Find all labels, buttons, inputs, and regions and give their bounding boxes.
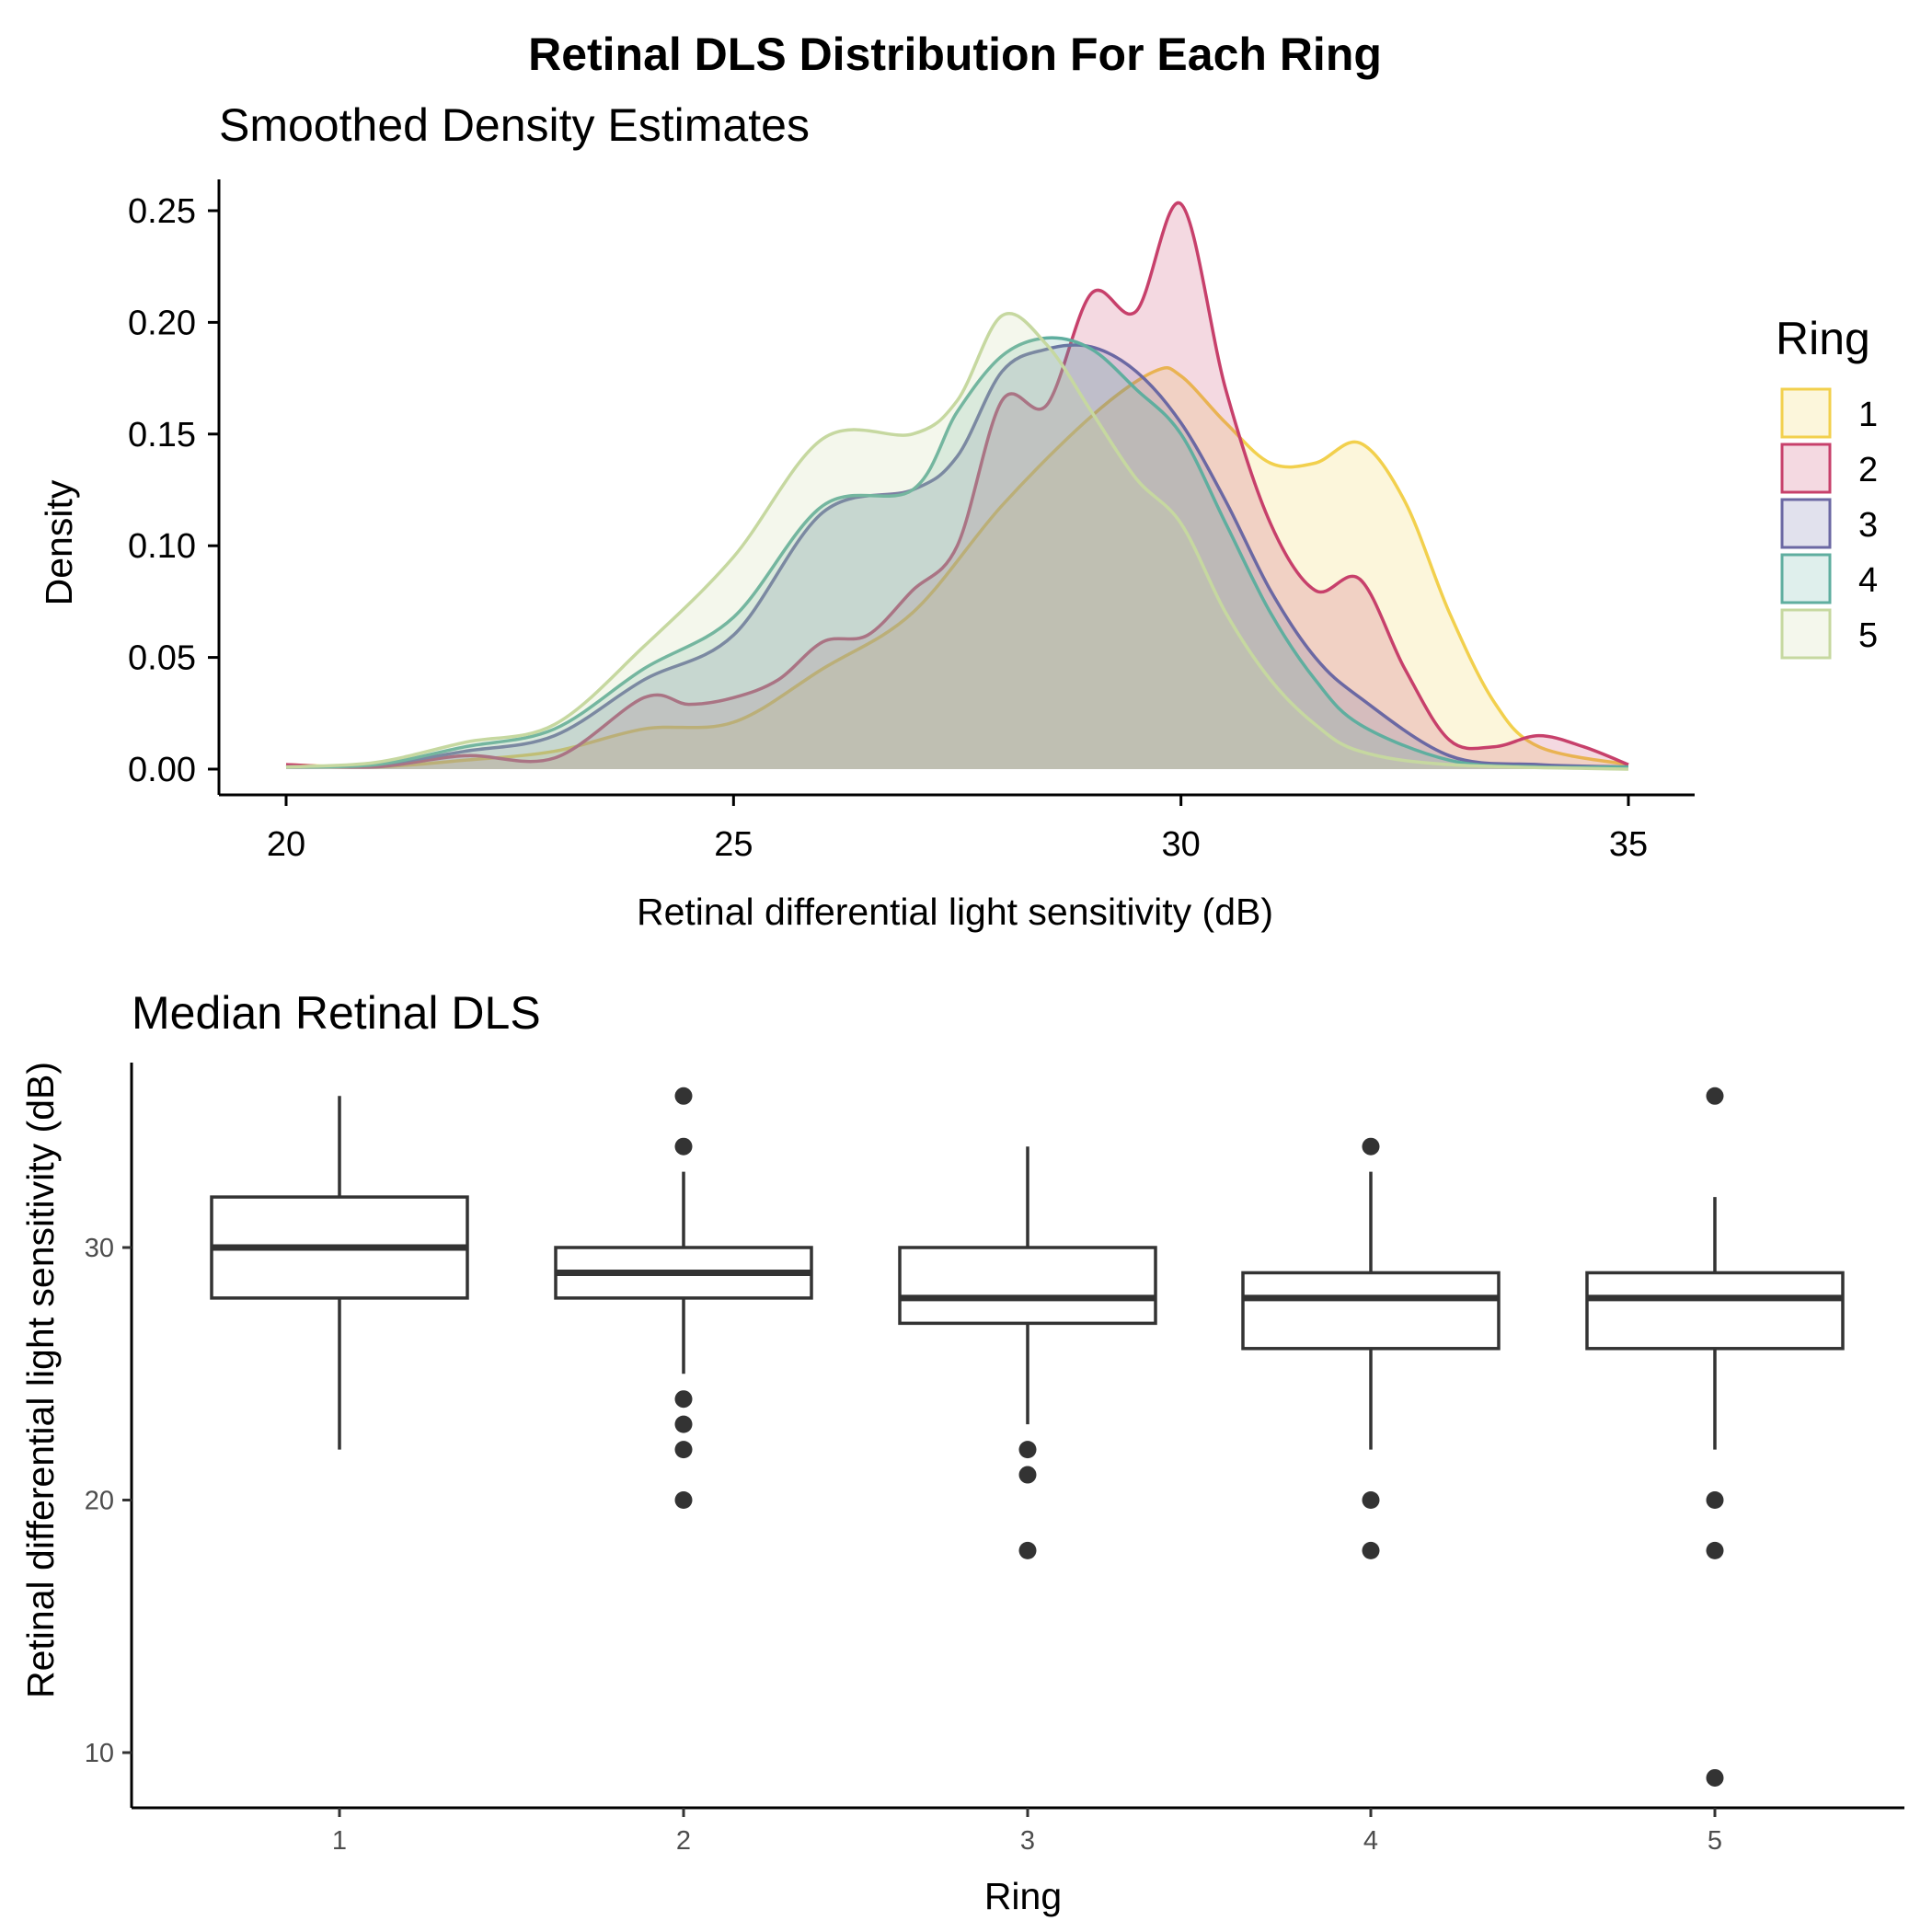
legend-label-ring-2: 2 [1858,451,1878,489]
legend: Ring 1 2 3 4 5 [1776,313,1878,660]
boxplot-y-tick-label: 30 [85,1234,114,1263]
density-x-tick-label: 30 [1162,825,1201,864]
legend-key-ring-3 [1780,498,1832,549]
density-y-tick-label: 0.05 [128,639,196,678]
box-ring-2 [554,1087,813,1509]
density-x-tick-label: 20 [267,825,305,864]
box-outlier-point [1706,1087,1724,1105]
box-outlier-point [1362,1541,1380,1559]
figure-title: Retinal DLS Distribution For Each Ring [528,29,1382,80]
box-outlier-point [674,1390,693,1409]
density-y-tick-label: 0.20 [128,304,196,342]
legend-key-ring-2 [1780,443,1832,494]
boxplot-x-tick-label: 2 [676,1826,691,1856]
box-outlier-point [674,1087,693,1105]
box-outlier-point [1018,1466,1037,1484]
legend-key-ring-4 [1780,553,1832,604]
box-outlier-point [1018,1541,1037,1559]
box-iqr [1241,1271,1501,1351]
box-ring-1 [210,1096,469,1450]
box-outlier-point [674,1137,693,1156]
density-line-ring-4 [285,336,1629,769]
box-ring-3 [898,1146,1157,1559]
boxplot-y-tick-label: 10 [85,1739,114,1768]
density-y-tick-label: 0.15 [128,416,196,454]
boxplot-y-axis-title: Retinal differential light sensitivity (… [19,1062,62,1698]
density-subtitle: Smoothed Density Estimates [219,99,810,151]
box-outlier-point [1706,1491,1724,1509]
boxplot-x-tick-label: 1 [332,1826,347,1856]
box-outlier-point [1362,1491,1380,1509]
density-x-tick-label: 35 [1609,825,1648,864]
boxplot-x-tick-label: 4 [1363,1826,1378,1856]
legend-title: Ring [1776,313,1870,364]
legend-key-ring-5 [1780,608,1832,660]
box-marks [210,1087,1845,1787]
density-line-ring-1 [285,365,1629,769]
box-outlier-point [1018,1441,1037,1459]
legend-label-ring-3: 3 [1858,506,1878,545]
density-axes: 20 25 30 35 0.00 0.05 0.10 0.15 0.20 0.25 [128,179,1695,864]
density-line-ring-3 [285,343,1629,769]
box-outlier-point [1362,1137,1380,1156]
box-iqr [898,1246,1157,1326]
box-ring-5 [1585,1087,1845,1787]
boxplot-x-axis-title: Ring [984,1875,1062,1917]
density-area-ring-3 [286,344,1628,769]
boxplot-x-tick-label: 3 [1020,1826,1035,1856]
density-y-axis-title: Density [38,479,80,605]
boxplot-subtitle: Median Retinal DLS [132,987,541,1039]
box-outlier-point [674,1415,693,1433]
box-iqr [1585,1271,1845,1351]
legend-label-ring-4: 4 [1858,561,1878,600]
density-area-ring-5 [286,313,1628,769]
density-y-tick-label: 0.00 [128,751,196,789]
density-area-ring-4 [286,338,1628,769]
legend-label-ring-1: 1 [1858,396,1878,434]
density-x-tick-label: 25 [714,825,753,864]
density-line-ring-2 [285,201,1629,769]
box-outlier-point [674,1441,693,1459]
boxplot-y-tick-label: 20 [85,1487,114,1516]
density-y-tick-label: 0.10 [128,527,196,566]
density-line-ring-5 [285,312,1629,771]
box-axes: 1 2 3 4 5 10 20 30 [85,1063,1904,1856]
box-outlier-point [1706,1541,1724,1559]
density-y-tick-label: 0.25 [128,192,196,231]
density-x-axis-title: Retinal differential light sensitivity (… [637,891,1273,933]
box-outlier-point [674,1491,693,1509]
box-outlier-point [1706,1768,1724,1787]
boxplot-x-tick-label: 5 [1708,1826,1722,1856]
legend-label-ring-5: 5 [1858,616,1878,655]
box-ring-4 [1241,1137,1501,1559]
density-areas [285,201,1629,771]
legend-key-ring-1 [1780,387,1832,439]
